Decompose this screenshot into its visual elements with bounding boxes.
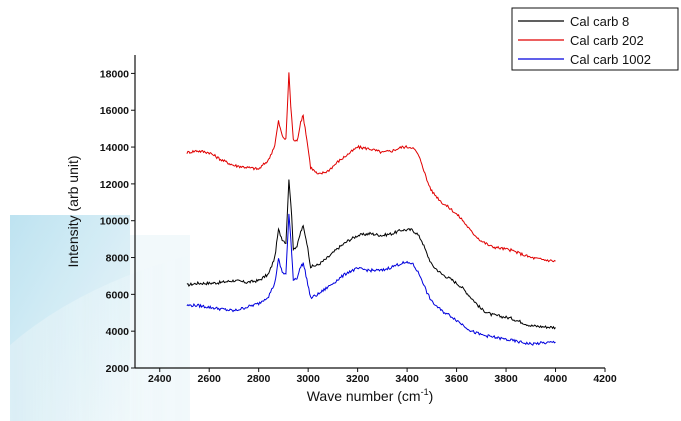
series-layer <box>186 72 556 346</box>
x-tick-label: 3200 <box>346 373 370 385</box>
y-tick-label: 16000 <box>100 105 129 117</box>
x-tick-label: 2600 <box>198 373 222 385</box>
series-line-1 <box>186 179 556 330</box>
x-tick-label: 2800 <box>247 373 271 385</box>
x-axis-label: Wave number (cm-1) <box>307 387 434 404</box>
x-tick-label: 4200 <box>593 373 617 385</box>
axes: 2400 2600 2800 3000 3200 3400 3600 3800 4000 4200… <box>100 55 617 385</box>
y-tick-label: 4000 <box>106 326 130 338</box>
x-tick-label: 3800 <box>494 373 518 385</box>
x-tick-label: 3600 <box>445 373 469 385</box>
y-axis-label: Intensity (arb unit) <box>65 155 81 267</box>
series-line-3 <box>186 213 556 346</box>
series-line-2 <box>186 72 556 263</box>
legend-label-2: Cal carb 202 <box>570 33 644 48</box>
y-tick-label: 2000 <box>106 363 130 375</box>
background-watermark <box>10 215 190 421</box>
x-tick-label: 4000 <box>544 373 568 385</box>
y-ticks: 2000 4000 6000 8000 10000 12000 14000 16000 1800… <box>100 68 135 375</box>
legend: Cal carb 8 Cal carb 202 Cal carb 1002 <box>511 7 679 71</box>
x-tick-label: 3000 <box>296 373 320 385</box>
x-ticks: 2400 2600 2800 3000 3200 3400 3600 3800 4000 4200 <box>148 368 617 385</box>
x-tick-label: 3400 <box>395 373 419 385</box>
legend-box <box>511 7 679 71</box>
y-tick-label: 10000 <box>100 216 129 228</box>
y-tick-label: 8000 <box>106 253 130 265</box>
y-tick-label: 18000 <box>100 68 129 80</box>
legend-label-1: Cal carb 8 <box>570 14 629 29</box>
y-tick-label: 14000 <box>100 142 129 154</box>
x-tick-label: 2400 <box>148 373 172 385</box>
y-tick-label: 6000 <box>106 289 130 301</box>
y-tick-label: 12000 <box>100 179 129 191</box>
legend-label-3: Cal carb 1002 <box>570 52 651 67</box>
